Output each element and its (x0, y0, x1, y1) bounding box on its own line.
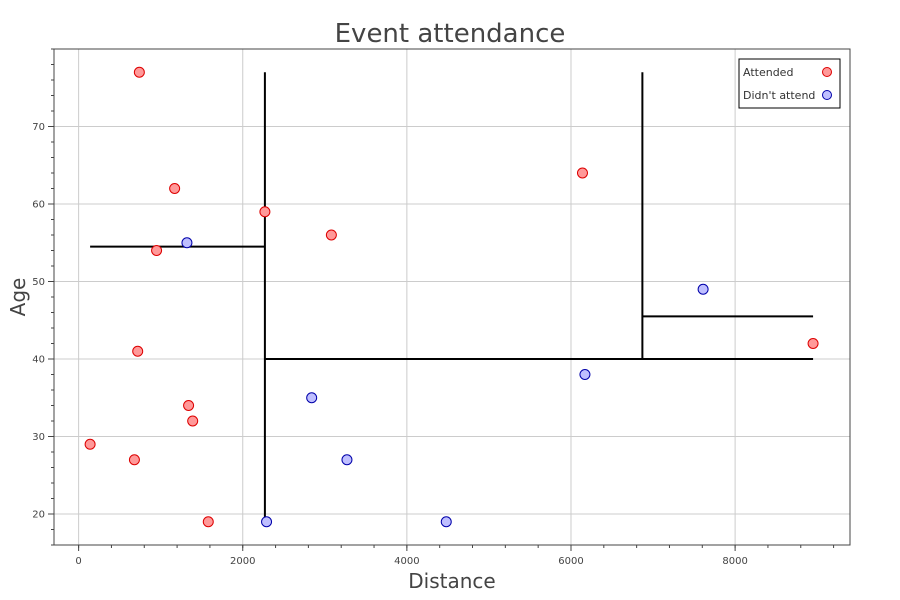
grid-lines (54, 49, 850, 545)
x-tick-label: 4000 (394, 556, 419, 567)
y-tick-label: 20 (32, 510, 45, 521)
point-attended (807, 338, 819, 349)
point-didnt-attend (697, 283, 709, 295)
y-tick-label: 50 (32, 277, 45, 288)
point-attended (84, 438, 96, 450)
x-tick-label: 0 (75, 556, 81, 567)
x-axis: 0 2000 4000 6000 8000 (75, 545, 835, 567)
point-attended (128, 454, 140, 466)
point-didnt-attend (181, 237, 193, 249)
x-tick-label: 2000 (230, 556, 255, 567)
legend-marker-attended (822, 67, 832, 77)
y-axis: 20 30 40 50 60 70 (32, 48, 54, 546)
legend: Attended Didn't attend (738, 58, 841, 109)
point-attended (187, 415, 199, 427)
legend-box (738, 58, 841, 109)
point-didnt-attend (579, 369, 591, 380)
point-attended (183, 400, 195, 411)
x-tick-label: 8000 (722, 556, 747, 567)
point-didnt-attend (341, 454, 353, 466)
point-attended (202, 516, 214, 528)
point-attended (259, 206, 271, 218)
y-axis-label: Age (6, 278, 30, 317)
point-attended (133, 66, 145, 78)
partition-lines (90, 72, 814, 522)
y-tick-label: 70 (32, 122, 45, 133)
y-tick-label: 60 (32, 200, 45, 211)
y-tick-label: 40 (32, 355, 45, 366)
data-points (84, 66, 819, 528)
legend-label-attended: Attended (743, 66, 793, 79)
x-axis-label: Distance (408, 569, 495, 593)
point-didnt-attend (440, 516, 452, 528)
point-didnt-attend (261, 516, 273, 528)
plot-frame (53, 48, 851, 546)
point-didnt-attend (306, 392, 318, 404)
y-tick-label: 30 (32, 432, 45, 443)
legend-marker-didnt-attend (822, 90, 832, 100)
point-attended (325, 229, 337, 241)
point-attended (151, 245, 163, 256)
chart-title: Event attendance (335, 19, 566, 49)
point-attended (132, 345, 144, 357)
legend-label-didnt-attend: Didn't attend (743, 89, 815, 102)
point-attended (576, 167, 588, 179)
x-tick-label: 6000 (558, 556, 583, 567)
point-attended (169, 183, 181, 194)
